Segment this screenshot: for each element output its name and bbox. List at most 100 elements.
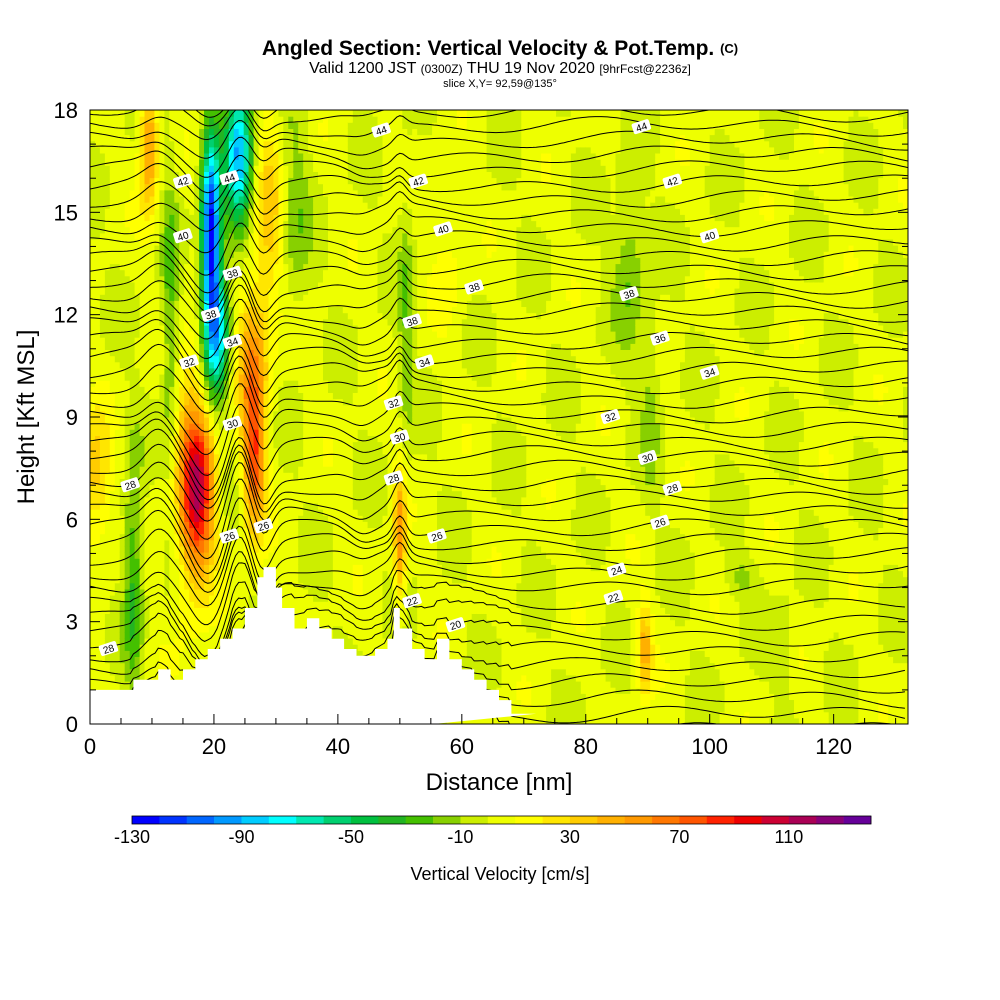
- velocity-cell: [238, 509, 245, 516]
- velocity-cell: [228, 539, 235, 547]
- velocity-cell: [174, 318, 180, 326]
- velocity-cell: [313, 275, 319, 283]
- velocity-cell: [258, 300, 265, 307]
- velocity-cell: [233, 601, 240, 608]
- velocity-cell: [263, 392, 270, 400]
- velocity-cell: [313, 417, 319, 424]
- velocity-cell: [95, 521, 101, 529]
- velocity-cell: [124, 374, 131, 381]
- velocity-cell: [179, 208, 185, 215]
- velocity-cell: [328, 324, 334, 332]
- velocity-cell: [288, 122, 294, 129]
- velocity-cell: [139, 312, 146, 320]
- velocity-cell: [308, 269, 314, 277]
- velocity-cell: [233, 146, 240, 154]
- velocity-cell: [189, 398, 195, 406]
- velocity-cell: [184, 619, 190, 627]
- velocity-cell: [154, 576, 160, 584]
- velocity-cell: [174, 165, 180, 172]
- velocity-cell: [323, 527, 329, 535]
- velocity-cell: [149, 367, 156, 375]
- velocity-cell: [263, 527, 270, 535]
- velocity-cell: [189, 153, 195, 160]
- velocity-cell: [119, 269, 126, 277]
- velocity-cell: [278, 318, 284, 326]
- velocity-cell: [298, 380, 304, 387]
- velocity-cell: [243, 232, 250, 240]
- velocity-cell: [95, 496, 101, 504]
- velocity-cell: [114, 306, 121, 314]
- velocity-cell: [154, 404, 160, 412]
- velocity-cell: [129, 380, 136, 387]
- velocity-cell: [213, 595, 220, 602]
- velocity-cell: [139, 318, 146, 326]
- velocity-cell: [154, 208, 160, 215]
- velocity-cell: [149, 202, 156, 209]
- velocity-cell: [164, 349, 170, 357]
- velocity-cell: [139, 251, 146, 258]
- velocity-cell: [124, 183, 131, 191]
- velocity-cell: [278, 263, 284, 271]
- velocity-cell: [99, 331, 106, 338]
- velocity-cell: [258, 410, 265, 418]
- velocity-cell: [169, 232, 175, 240]
- velocity-cell: [90, 337, 96, 344]
- velocity-cell: [298, 582, 304, 590]
- velocity-cell: [104, 601, 111, 608]
- velocity-cell: [99, 478, 106, 486]
- velocity-cell: [109, 110, 116, 117]
- velocity-cell: [209, 232, 215, 240]
- velocity-cell: [233, 460, 240, 467]
- velocity-cell: [209, 417, 215, 424]
- velocity-cell: [90, 650, 96, 657]
- velocity-cell: [283, 588, 289, 596]
- velocity-cell: [209, 472, 215, 479]
- velocity-cell: [149, 564, 156, 572]
- velocity-cell: [283, 134, 289, 142]
- velocity-cell: [238, 189, 245, 197]
- velocity-cell: [199, 374, 205, 381]
- velocity-cell: [109, 189, 116, 197]
- velocity-cell: [318, 527, 324, 535]
- velocity-cell: [99, 533, 106, 541]
- velocity-cell: [124, 294, 131, 301]
- velocity-cell: [184, 220, 190, 228]
- velocity-cell: [318, 404, 324, 412]
- velocity-cell: [253, 484, 260, 492]
- velocity-cell: [119, 613, 126, 621]
- velocity-cell: [159, 288, 165, 295]
- velocity-cell: [313, 570, 319, 578]
- velocity-cell: [263, 472, 270, 479]
- velocity-cell: [258, 245, 265, 252]
- velocity-cell: [293, 417, 299, 424]
- velocity-cell: [154, 324, 160, 332]
- velocity-cell: [109, 533, 116, 541]
- velocity-cell: [303, 214, 309, 222]
- velocity-cell: [104, 269, 111, 277]
- velocity-cell: [288, 515, 294, 522]
- velocity-cell: [228, 146, 235, 154]
- velocity-cell: [139, 404, 146, 412]
- velocity-cell: [144, 288, 151, 295]
- velocity-cell: [139, 245, 146, 252]
- velocity-cell: [169, 478, 175, 486]
- velocity-cell: [159, 153, 165, 160]
- velocity-cell: [293, 601, 299, 608]
- valid-zulu: (0300Z): [420, 62, 463, 76]
- velocity-cell: [263, 386, 270, 393]
- velocity-cell: [228, 503, 235, 510]
- velocity-cell: [303, 521, 309, 529]
- velocity-cell: [189, 134, 195, 142]
- velocity-cell: [238, 196, 245, 203]
- velocity-cell: [90, 238, 96, 246]
- velocity-cell: [283, 153, 289, 160]
- velocity-cell: [213, 545, 220, 553]
- velocity-cell: [248, 355, 255, 363]
- velocity-cell: [313, 355, 319, 363]
- velocity-cell: [95, 380, 101, 387]
- velocity-cell: [308, 288, 314, 295]
- velocity-cell: [268, 515, 275, 522]
- velocity-cell: [90, 423, 96, 430]
- velocity-cell: [174, 484, 180, 492]
- velocity-cell: [149, 674, 156, 682]
